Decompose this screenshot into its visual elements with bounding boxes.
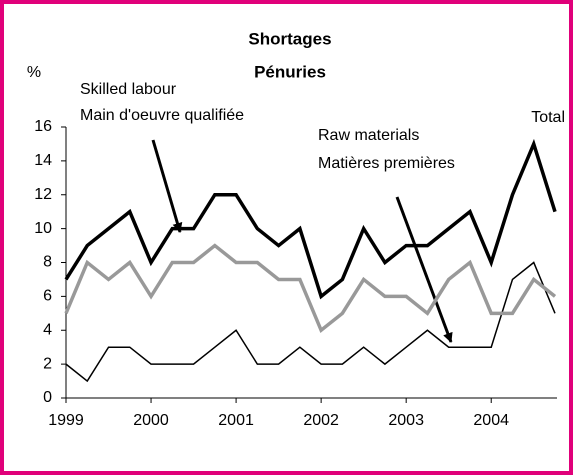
- y-tick-label: 2: [43, 355, 52, 372]
- y-tick-label: 10: [34, 220, 52, 237]
- y-tick-label: 0: [43, 389, 52, 406]
- chart-subtitle: Pénuries: [254, 62, 326, 81]
- y-axis-label: %: [27, 64, 41, 81]
- y-tick-label: 8: [43, 254, 52, 271]
- y-tick-label: 4: [43, 321, 52, 338]
- series-label: Total: [531, 109, 565, 126]
- y-tick-label: 6: [43, 288, 52, 305]
- series-label: Main d'oeuvre qualifiée: [80, 107, 244, 124]
- series-label: Raw materials: [318, 127, 419, 144]
- series-label: Matières premières: [318, 155, 455, 172]
- series-line: [65, 261, 556, 383]
- x-tick-label: 2004: [473, 412, 509, 429]
- annotation-arrow: [151, 139, 183, 233]
- y-tick-label: 14: [34, 152, 52, 169]
- x-tick-label: 2003: [388, 412, 424, 429]
- series-line: [64, 243, 557, 334]
- series-label: Skilled labour: [80, 81, 177, 98]
- x-tick-label: 2001: [218, 412, 254, 429]
- y-tick-label: 16: [34, 118, 52, 135]
- y-tick-label: 12: [34, 186, 52, 203]
- series-line: [64, 138, 557, 300]
- chart-title: Shortages: [248, 29, 331, 48]
- x-tick-label: 2002: [303, 412, 339, 429]
- annotation-arrow: [395, 196, 453, 343]
- x-tick-label: 2000: [133, 412, 169, 429]
- x-tick-label: 1999: [48, 412, 84, 429]
